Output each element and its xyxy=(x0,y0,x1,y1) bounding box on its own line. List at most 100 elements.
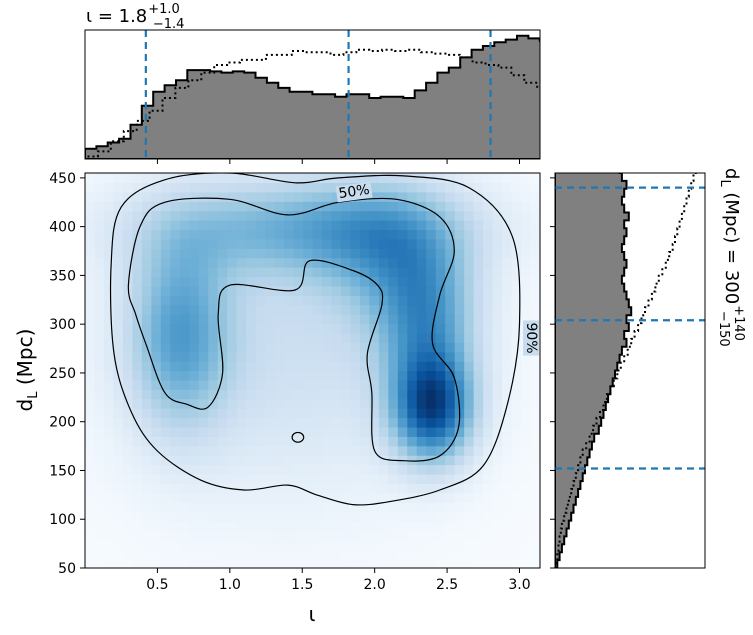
density-cell xyxy=(340,220,352,231)
density-cell xyxy=(293,539,304,550)
density-cell xyxy=(445,520,456,531)
density-cell xyxy=(407,295,418,306)
density-cell xyxy=(331,323,342,334)
density-cell xyxy=(369,332,380,343)
density-cell xyxy=(151,530,162,541)
density-cell xyxy=(236,238,247,249)
density-cell xyxy=(255,220,266,231)
density-cell xyxy=(426,539,437,550)
density-cell xyxy=(464,210,475,221)
density-cell xyxy=(132,220,143,231)
density-cell xyxy=(198,520,209,531)
density-cell xyxy=(94,210,105,221)
density-cell xyxy=(170,370,181,381)
density-cell xyxy=(378,201,389,212)
density-cell xyxy=(217,191,228,202)
density-cell xyxy=(464,455,475,466)
density-cell xyxy=(293,398,304,409)
density-cell xyxy=(435,229,446,240)
density-cell xyxy=(445,389,456,400)
density-cell xyxy=(85,464,96,475)
density-cell xyxy=(492,173,503,184)
density-cell xyxy=(435,201,446,212)
density-cell xyxy=(369,267,380,278)
density-cell xyxy=(435,304,446,315)
density-cell xyxy=(492,361,503,372)
density-cell xyxy=(464,248,475,259)
density-cell xyxy=(227,351,238,362)
density-cell xyxy=(255,389,266,400)
density-cell xyxy=(170,558,181,568)
density-cell xyxy=(141,492,152,503)
density-cell xyxy=(407,389,418,400)
density-cell xyxy=(160,398,171,409)
density-cell xyxy=(388,276,399,287)
density-cell xyxy=(359,210,370,221)
density-cell xyxy=(293,267,304,278)
density-cell xyxy=(198,182,209,193)
density-cell xyxy=(483,276,494,287)
density-cell xyxy=(284,323,295,334)
density-cell xyxy=(189,558,200,568)
density-cell xyxy=(303,455,314,466)
x-axis-label: ι xyxy=(309,602,316,626)
density-cell xyxy=(331,426,342,437)
density-cell xyxy=(331,549,342,560)
density-cell xyxy=(85,304,96,315)
density-cell xyxy=(521,464,532,475)
density-cell xyxy=(321,173,333,184)
density-cell xyxy=(511,445,522,456)
density-cell xyxy=(483,220,494,231)
density-cell xyxy=(359,511,370,522)
density-cell xyxy=(416,332,427,343)
density-cell xyxy=(435,464,446,475)
density-cell xyxy=(303,229,314,240)
density-cell xyxy=(274,398,285,409)
density-cell xyxy=(312,248,323,259)
density-cell xyxy=(464,229,475,240)
density-cell xyxy=(435,558,446,568)
density-cell xyxy=(350,248,361,259)
density-cell xyxy=(521,370,532,381)
density-cell xyxy=(208,492,219,503)
density-cell xyxy=(122,520,133,531)
density-cell xyxy=(94,173,105,184)
density-cell xyxy=(407,182,418,193)
density-cell xyxy=(483,314,494,325)
density-cell xyxy=(208,220,219,231)
density-cell xyxy=(246,464,257,475)
density-cell xyxy=(331,276,342,287)
density-cell xyxy=(530,520,540,531)
density-cell xyxy=(388,370,399,381)
density-cell xyxy=(132,483,143,494)
density-cell xyxy=(293,492,304,503)
density-cell xyxy=(198,398,209,409)
density-cell xyxy=(530,370,540,381)
density-cell xyxy=(359,257,370,268)
density-cell xyxy=(284,238,295,249)
density-cell xyxy=(284,549,295,560)
density-cell xyxy=(369,182,380,193)
density-cell xyxy=(141,220,152,231)
density-cell xyxy=(274,502,285,513)
density-cell xyxy=(530,389,540,400)
density-cell xyxy=(122,379,133,390)
density-cell xyxy=(85,342,96,353)
density-cell xyxy=(321,201,333,212)
density-cell xyxy=(198,304,209,315)
density-cell xyxy=(113,539,124,550)
density-cell xyxy=(198,267,209,278)
density-cell xyxy=(227,238,238,249)
density-cell xyxy=(303,210,314,221)
density-cell xyxy=(179,248,190,259)
density-cell xyxy=(473,520,484,531)
density-cell xyxy=(85,445,96,456)
density-cell xyxy=(274,511,285,522)
density-cell xyxy=(255,549,266,560)
density-cell xyxy=(331,361,342,372)
density-cell xyxy=(464,361,475,372)
density-cell xyxy=(293,351,304,362)
density-cell xyxy=(454,464,465,475)
density-cell xyxy=(132,520,143,531)
density-cell xyxy=(340,248,352,259)
